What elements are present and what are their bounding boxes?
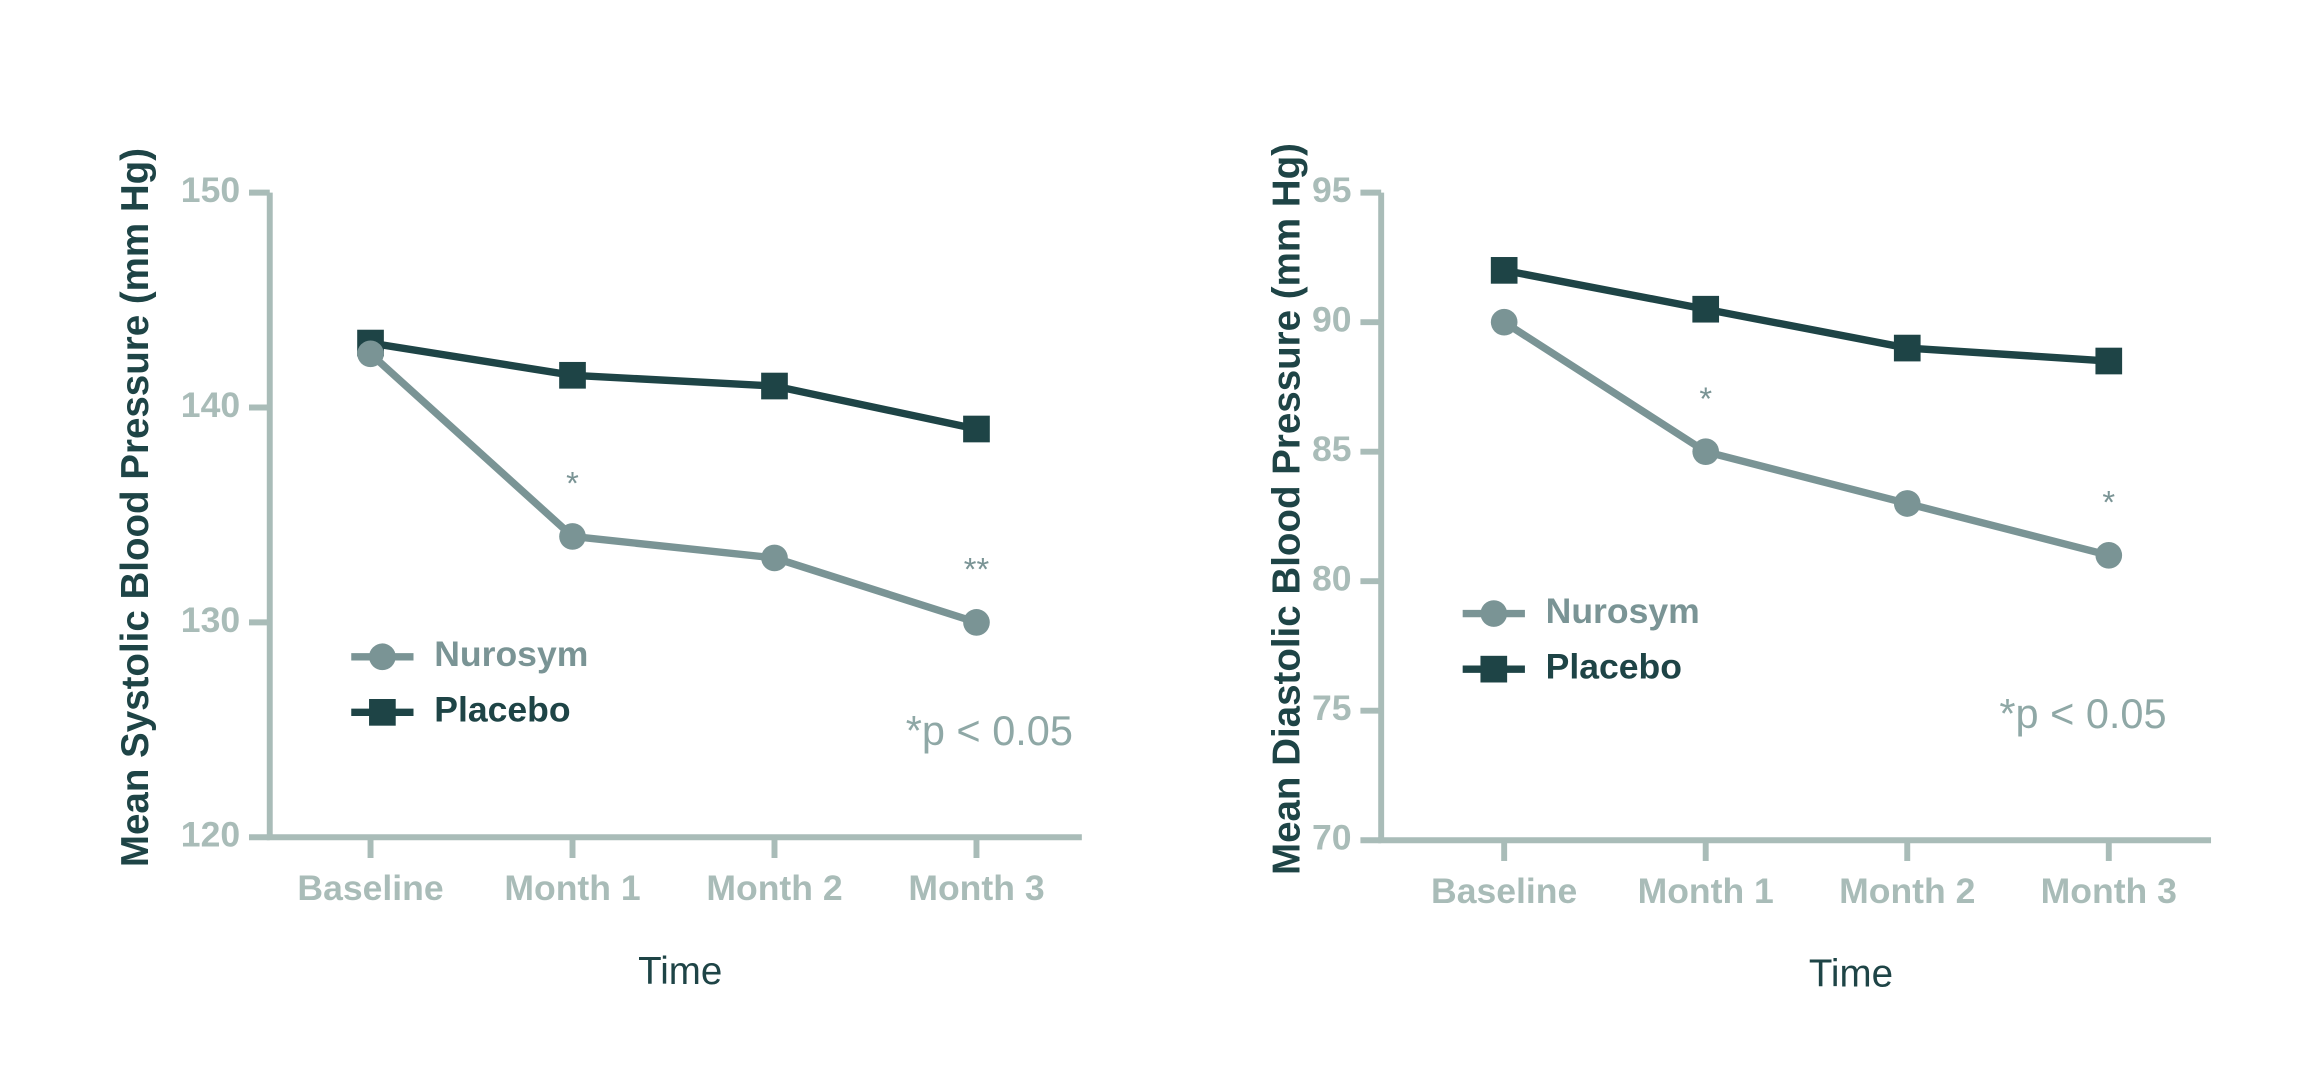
x-tick-label: Month 2 [706, 868, 842, 908]
x-tick-label: Month 3 [2041, 871, 2177, 911]
y-axis-title: Mean Systolic Blood Pressure (mm Hg) [114, 148, 157, 867]
legend-marker [369, 643, 396, 671]
y-tick-label: 75 [1312, 688, 1352, 728]
series-line [368, 351, 978, 626]
data-point [357, 340, 384, 368]
significance-label: * [1699, 380, 1712, 417]
legend-marker [1480, 600, 1508, 627]
y-tick-label: 85 [1312, 429, 1352, 469]
y-tick-label: 80 [1312, 559, 1352, 599]
series-line [1503, 266, 2110, 365]
data-point [1490, 308, 1518, 336]
note: *p < 0.05 [906, 707, 1073, 754]
legend-marker [1480, 655, 1508, 683]
y-tick-label: 90 [1312, 300, 1352, 340]
data-point [1893, 490, 1921, 517]
data-point [1692, 295, 1720, 323]
data-point [761, 372, 788, 400]
x-tick-label: Baseline [297, 868, 443, 908]
series-line [1502, 319, 2110, 559]
y-tick-label: 120 [181, 815, 240, 855]
data-point [2095, 541, 2123, 569]
data-point [1490, 257, 1518, 284]
x-tick-label: Month 1 [1638, 871, 1774, 911]
legend-marker [369, 699, 396, 726]
y-axis-title: Mean Diastolic Blood Pressure (mm Hg) [1265, 143, 1308, 875]
legend-label: Nurosym [434, 634, 588, 674]
x-tick-label: Month 3 [908, 868, 1044, 908]
significance-label: * [2102, 484, 2115, 521]
series-line [369, 339, 978, 433]
y-tick-label: 95 [1312, 170, 1352, 210]
x-axis-title: Time [638, 950, 722, 993]
x-axis-title: Time [1809, 953, 1893, 996]
x-tick-label: Month 2 [1839, 871, 1975, 911]
data-point [1893, 334, 1921, 362]
legend-label: Nurosym [1546, 591, 1700, 631]
significance-label: * [566, 465, 579, 502]
data-point [2095, 347, 2123, 375]
data-point [559, 523, 586, 550]
x-tick-label: Baseline [1431, 871, 1577, 911]
x-tick-label: Month 1 [504, 868, 640, 908]
data-point [559, 361, 586, 389]
data-point [963, 415, 990, 443]
y-tick-label: 150 [181, 170, 240, 210]
y-tick-label: 140 [181, 385, 240, 425]
y-tick-label: 70 [1312, 818, 1352, 858]
legend-label: Placebo [434, 690, 570, 730]
note: *p < 0.05 [1999, 690, 2166, 737]
data-point [761, 544, 788, 572]
data-point [963, 609, 990, 636]
data-point [1692, 438, 1720, 466]
legend-label: Placebo [1546, 647, 1682, 687]
significance-label: ** [964, 551, 990, 588]
y-tick-label: 130 [181, 600, 240, 640]
